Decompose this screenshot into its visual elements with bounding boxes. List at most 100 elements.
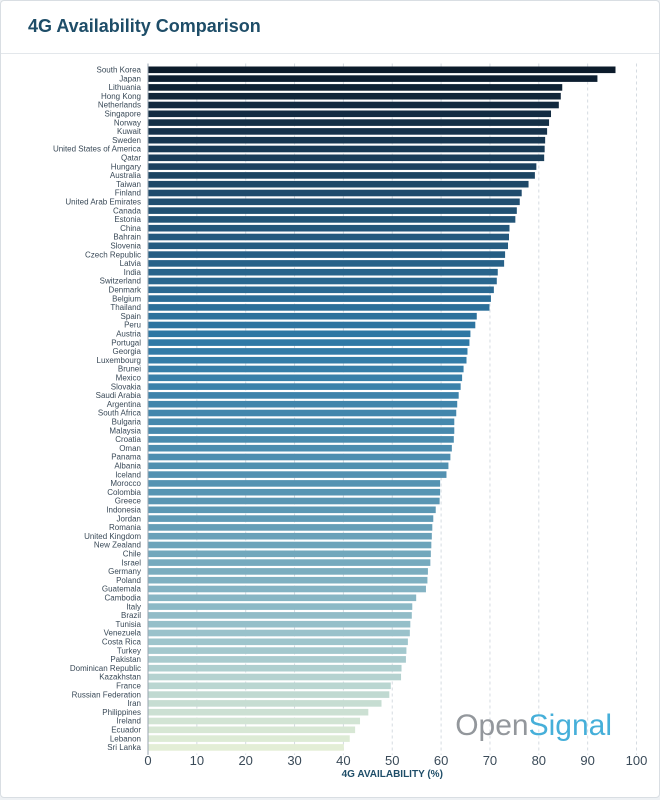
category-label: France xyxy=(116,682,141,691)
bar xyxy=(148,207,517,214)
x-tick-label: 30 xyxy=(287,753,301,768)
category-label: Qatar xyxy=(121,154,141,163)
category-label: Hungary xyxy=(111,162,141,171)
bar xyxy=(148,348,468,355)
category-label: Malaysia xyxy=(109,426,141,435)
bar xyxy=(148,198,520,206)
category-label: Georgia xyxy=(113,347,142,356)
category-label: India xyxy=(124,268,142,277)
category-label: Turkey xyxy=(117,646,141,655)
category-label: Japan xyxy=(119,74,141,83)
bar xyxy=(148,735,350,742)
category-label: Belgium xyxy=(112,294,141,303)
bar xyxy=(148,515,434,522)
bar xyxy=(148,462,449,470)
bar xyxy=(148,216,516,223)
chart-title: 4G Availability Comparison xyxy=(28,16,261,36)
category-label: Croatia xyxy=(115,435,141,444)
bar xyxy=(148,304,490,311)
bar xyxy=(148,260,505,267)
category-label: Argentina xyxy=(107,400,142,409)
bar xyxy=(148,559,431,566)
bar xyxy=(148,233,510,241)
bar xyxy=(148,136,546,144)
category-label: Albania xyxy=(114,462,141,471)
category-label: South Africa xyxy=(98,409,142,418)
bar xyxy=(148,550,431,558)
category-label: Poland xyxy=(116,576,141,585)
x-tick-label: 100 xyxy=(626,753,648,768)
bar xyxy=(148,163,537,170)
category-label: Romania xyxy=(109,523,142,532)
bar xyxy=(148,66,616,74)
category-label: Tunisia xyxy=(116,620,142,629)
category-label: Mexico xyxy=(116,374,142,383)
bar xyxy=(148,154,545,162)
category-label: Switzerland xyxy=(100,277,141,286)
category-label: Norway xyxy=(114,118,141,127)
category-label: Oman xyxy=(119,444,141,453)
bar xyxy=(148,418,455,426)
bar xyxy=(148,471,447,478)
category-label: Slovenia xyxy=(110,242,141,251)
bar xyxy=(148,110,552,118)
category-label: Colombia xyxy=(107,488,141,497)
category-label: Denmark xyxy=(109,286,142,295)
category-label: Sweden xyxy=(112,136,141,145)
bar xyxy=(148,392,459,399)
bar xyxy=(148,647,407,654)
category-label: United Kingdom xyxy=(84,532,141,541)
category-label: Russian Federation xyxy=(72,690,141,699)
x-tick-label: 60 xyxy=(434,753,448,768)
category-label: Dominican Republic xyxy=(70,664,141,673)
bar xyxy=(148,251,506,258)
category-label: Brunei xyxy=(118,365,141,374)
category-label: Italy xyxy=(126,602,141,611)
category-label: Venezuela xyxy=(104,629,142,638)
bar xyxy=(148,717,361,725)
x-axis-label: 4G AVAILABILITY (%) xyxy=(342,769,443,780)
category-label: Germany xyxy=(108,567,141,576)
category-label: Australia xyxy=(110,171,142,180)
category-label: Morocco xyxy=(110,479,141,488)
bar xyxy=(148,295,491,302)
bar xyxy=(148,436,454,443)
logo-open: Open xyxy=(455,709,528,742)
category-label: Sri Lanka xyxy=(107,743,141,752)
bar xyxy=(148,172,535,179)
category-label: Slovakia xyxy=(111,382,142,391)
bar xyxy=(148,629,410,637)
bar xyxy=(148,365,464,373)
bar xyxy=(148,638,408,646)
card-header: 4G Availability Comparison xyxy=(1,1,659,54)
bar xyxy=(148,180,529,188)
bar xyxy=(148,400,458,408)
category-label: Lithuania xyxy=(109,83,142,92)
bar xyxy=(148,268,498,276)
bar xyxy=(148,708,369,716)
category-label: Thailand xyxy=(110,303,141,312)
category-label: Bahrain xyxy=(113,233,141,242)
bar xyxy=(148,189,522,197)
category-label: Lebanon xyxy=(110,734,141,743)
category-label: Israel xyxy=(121,558,141,567)
bar xyxy=(148,744,344,751)
category-label: Austria xyxy=(116,330,141,339)
category-label: Iran xyxy=(127,699,141,708)
category-label: Costa Rica xyxy=(102,638,142,647)
bar xyxy=(148,374,463,382)
bar xyxy=(148,673,402,681)
category-label: Ecuador xyxy=(111,726,141,735)
bar xyxy=(148,427,455,434)
x-tick-label: 80 xyxy=(532,753,546,768)
bar xyxy=(148,480,441,487)
x-tick-label: 10 xyxy=(190,753,204,768)
category-label: New Zealand xyxy=(94,541,141,550)
bar xyxy=(148,84,563,91)
bar xyxy=(148,356,467,364)
category-label: Greece xyxy=(115,497,142,506)
category-label: Peru xyxy=(124,321,141,330)
bar xyxy=(148,488,441,496)
category-label: United States of America xyxy=(53,145,142,154)
category-label: Iceland xyxy=(115,470,141,479)
